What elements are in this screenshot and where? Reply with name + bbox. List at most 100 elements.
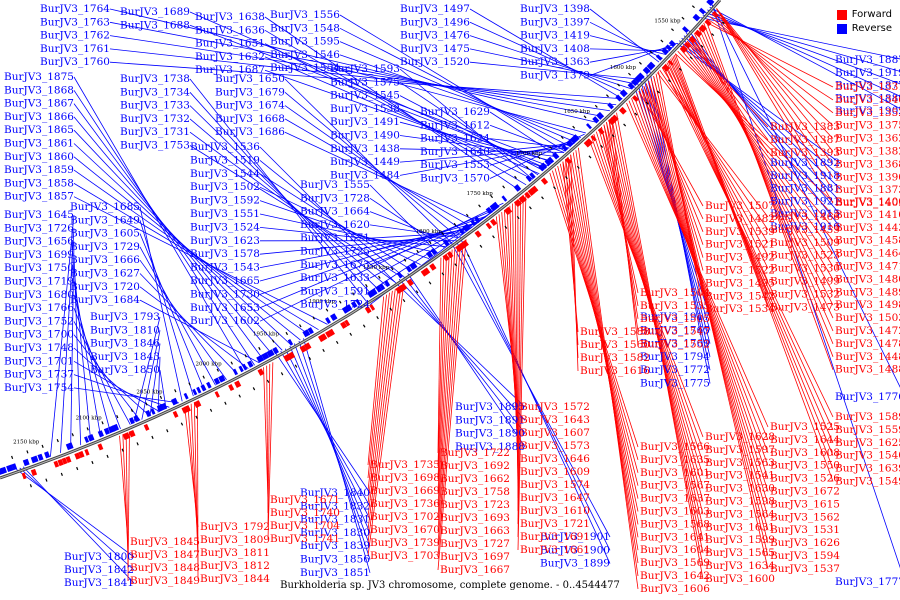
leader-line <box>702 14 900 72</box>
leader-line <box>675 53 834 203</box>
leader-line <box>437 255 445 467</box>
leader-line <box>399 108 549 167</box>
gene-arrow <box>525 175 532 182</box>
scale-tick <box>121 448 124 452</box>
leader-line <box>437 253 447 480</box>
gene-arrow <box>287 351 296 360</box>
gene-label: BurJV3_1634 <box>705 560 775 572</box>
leader-line <box>705 20 834 370</box>
gene-arrow <box>586 138 594 145</box>
gene-arrows <box>0 0 725 488</box>
leader-line <box>693 33 834 306</box>
leader-line <box>263 367 269 501</box>
leader-line <box>653 76 769 569</box>
gene-arrow <box>590 135 597 142</box>
gene-label: BurJV3_1844 <box>200 573 270 585</box>
scale-tick <box>159 395 163 400</box>
leader-line <box>367 294 387 479</box>
leader-line <box>698 27 834 332</box>
gene-label: BurJV3_1919 <box>835 67 900 79</box>
gene-label: BurJV3_1624 <box>420 133 490 145</box>
gene-arrow <box>712 11 719 18</box>
leader-line <box>284 91 459 238</box>
gene-arrow <box>462 223 471 232</box>
gene-arrow <box>455 243 464 253</box>
gene-arrow <box>665 44 673 51</box>
gene-arrow <box>459 241 467 250</box>
gene-arrow <box>266 349 275 358</box>
gene-label: BurJV3_1688 <box>120 19 190 31</box>
leader-line <box>367 288 396 518</box>
gene-label: BurJV3_1889 <box>835 92 900 104</box>
gene-arrow <box>143 423 150 431</box>
scale-tick <box>335 340 339 345</box>
gene-arrow <box>485 222 492 230</box>
gene-label: BurJV3_1560 <box>580 339 650 351</box>
gene-label: BurJV3_1916 <box>770 221 840 233</box>
scale-tick <box>209 408 213 412</box>
gene-label: BurJV3_1588 <box>580 326 650 338</box>
gene-arrow <box>0 467 4 475</box>
leader-line <box>517 197 521 525</box>
gene-arrow <box>698 7 706 15</box>
gene-label: BurJV3_1832 <box>300 500 370 512</box>
leader-line <box>688 30 841 228</box>
scale-tick <box>252 387 256 391</box>
gene-arrow <box>474 216 481 223</box>
gene-arrow <box>596 111 605 120</box>
gene-arrow <box>524 191 531 199</box>
scale-tick <box>465 213 469 217</box>
gene-label: BurJV3_1538 <box>330 103 400 115</box>
gene-label: BurJV3_1522 <box>705 265 775 277</box>
gene-label: BurJV3_1843 <box>90 351 160 363</box>
gene-label: BurJV3_1645 <box>4 209 74 221</box>
gene-label: BurJV3_1849 <box>130 575 200 587</box>
gene-label: BurJV3_1748 <box>4 342 74 354</box>
gene-label: BurJV3_1640 <box>420 146 490 158</box>
gene-arrow <box>409 261 418 270</box>
leader-line <box>716 8 834 204</box>
gene-arrow <box>261 352 270 361</box>
gene-arrow <box>630 78 639 87</box>
gene-arrow <box>234 380 242 388</box>
legend-label-forward: Forward <box>851 9 892 20</box>
leader-line <box>60 228 75 453</box>
gene-label: BurJV3_1472 <box>835 325 900 337</box>
scale-tick <box>467 254 470 258</box>
gene-label: BurJV3_1608 <box>770 447 840 459</box>
gene-label: BurJV3_1541 <box>705 470 775 482</box>
scale-tick <box>576 165 580 169</box>
gene-label: BurJV3_1649 <box>70 214 140 226</box>
gene-arrow <box>57 458 64 467</box>
leader-line <box>122 434 129 556</box>
scale-tick <box>691 5 695 9</box>
gene-arrow <box>150 408 156 415</box>
gene-label: BurJV3_1698 <box>370 472 440 484</box>
gene-arrow <box>634 74 643 84</box>
leader-line <box>664 64 769 256</box>
scale-tick <box>572 125 576 129</box>
leader-line <box>73 196 328 325</box>
scale-tick <box>106 454 109 459</box>
gene-arrow <box>530 185 539 194</box>
gene-label: BurJV3_1582 <box>580 352 650 364</box>
leader-line <box>709 16 834 114</box>
leader-line <box>139 233 205 391</box>
scale-tick <box>195 415 198 419</box>
reverse-swatch <box>836 24 847 34</box>
gene-label: BurJV3_1703 <box>370 550 440 562</box>
gene-label: BurJV3_1641 <box>640 531 710 543</box>
scale-tick <box>285 331 289 336</box>
leader-line <box>339 54 581 139</box>
gene-label: BurJV3_1901 <box>540 531 610 543</box>
scale-tick <box>454 263 458 267</box>
scale-tick <box>628 72 632 76</box>
gene-arrow <box>610 114 619 123</box>
gene-label: BurJV3_1720 <box>70 281 140 293</box>
scale-tick <box>428 240 432 245</box>
scale-tick <box>151 435 154 439</box>
gene-arrow <box>518 195 527 204</box>
scale-tick <box>700 44 704 48</box>
gene-label: BurJV3_1875 <box>4 71 74 83</box>
